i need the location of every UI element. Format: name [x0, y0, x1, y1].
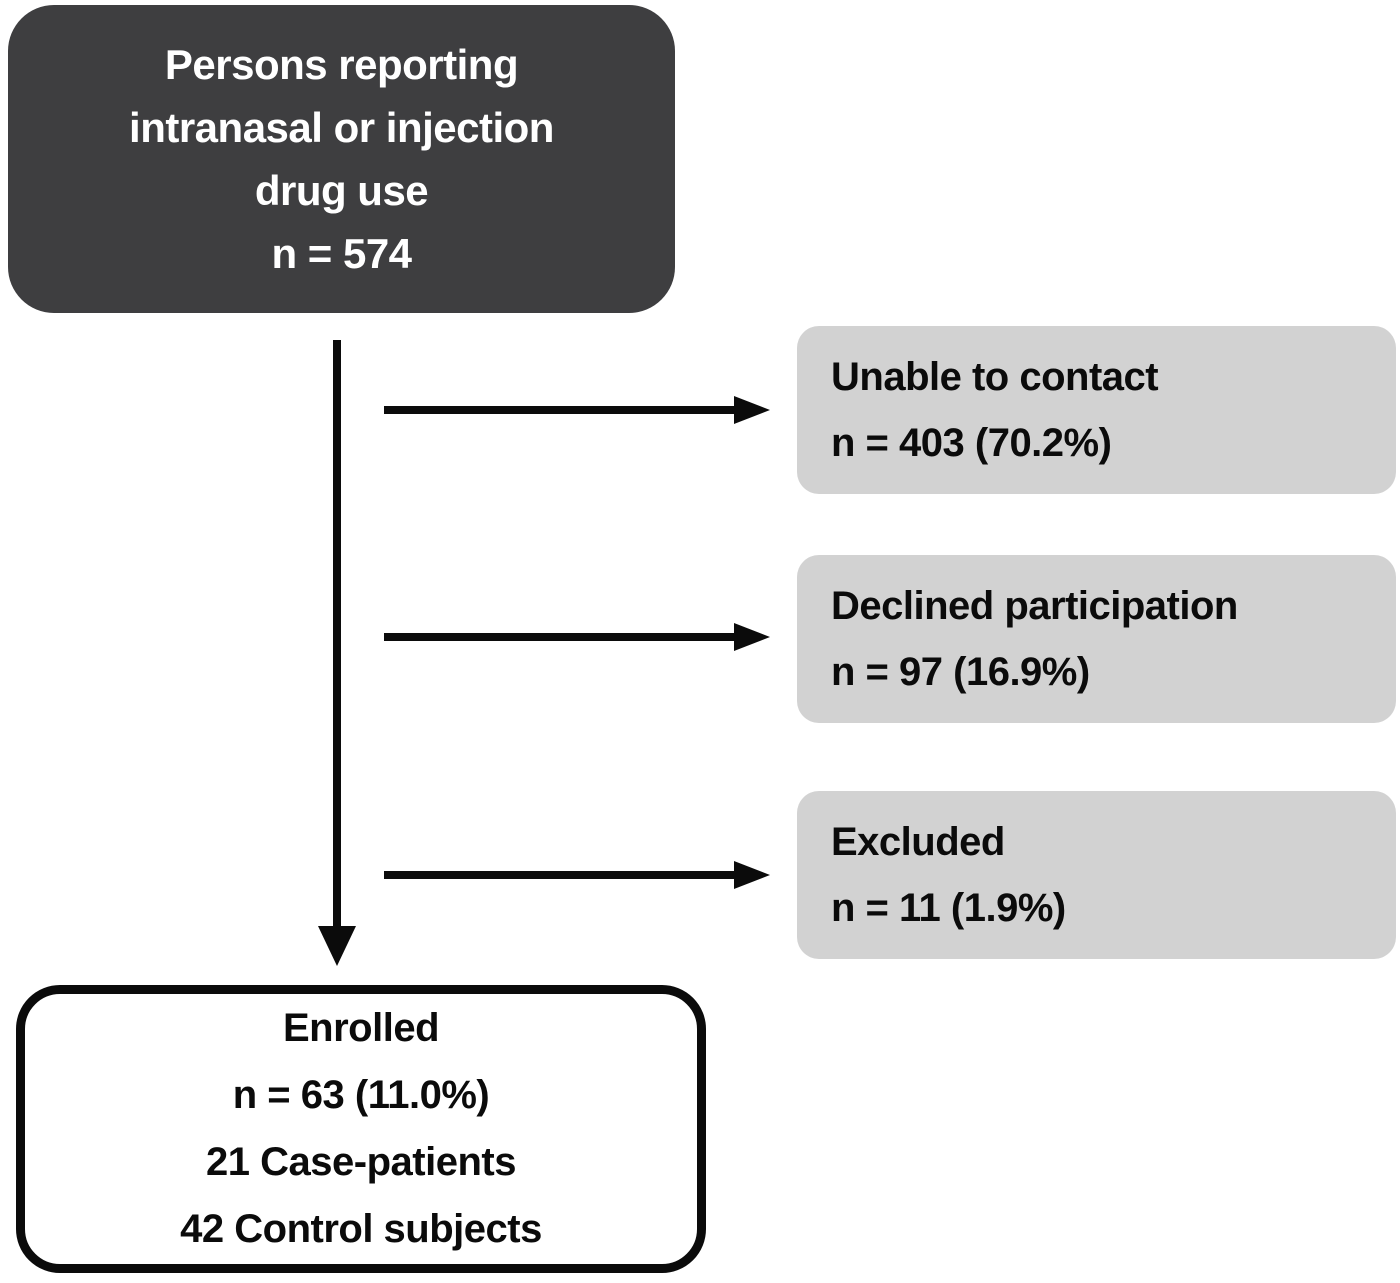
source-box-count: n = 574 — [271, 230, 412, 277]
source-box-line: Persons reporting — [164, 41, 519, 88]
enrolled-box-count: n = 63 (11.0%) — [232, 1073, 490, 1117]
branch-arrow-excluded — [384, 861, 770, 889]
down-arrow — [318, 340, 356, 966]
source-box: Persons reporting intranasal or injectio… — [8, 5, 675, 313]
exclusion-box-unable-to-contact: Unable to contact n = 403 (70.2%) — [797, 326, 1396, 494]
enrolled-box: Enrolled n = 63 (11.0%) 21 Case-patients… — [16, 985, 706, 1273]
branch-arrow-declined-participation — [384, 623, 770, 651]
exclusion-box-count: n = 97 (16.9%) — [831, 650, 1090, 694]
branch-arrow-unable-to-contact — [384, 396, 770, 424]
exclusion-box-excluded: Excluded n = 11 (1.9%) — [797, 791, 1396, 959]
exclusion-box-label: Excluded — [831, 820, 1005, 864]
exclusion-box-count: n = 11 (1.9%) — [831, 886, 1066, 930]
exclusion-box-label: Declined participation — [831, 584, 1238, 628]
enrolled-box-cases: 21 Case-patients — [206, 1140, 516, 1184]
exclusion-box-declined-participation: Declined participation n = 97 (16.9%) — [797, 555, 1396, 723]
exclusion-box-label: Unable to contact — [831, 355, 1159, 399]
enrolled-box-controls: 42 Control subjects — [180, 1207, 542, 1251]
source-box-line: intranasal or injection — [129, 104, 554, 151]
enrolled-box-title: Enrolled — [282, 1006, 440, 1050]
source-box-line: drug use — [254, 167, 429, 214]
exclusion-box-count: n = 403 (70.2%) — [831, 421, 1112, 465]
